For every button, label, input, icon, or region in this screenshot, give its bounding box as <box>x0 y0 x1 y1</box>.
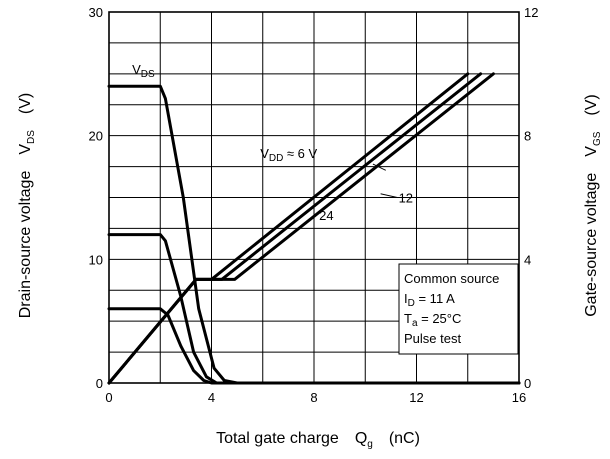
y-left-tick-label: 30 <box>89 5 103 20</box>
conditions-box-frame <box>398 263 519 355</box>
annotation-12: 12 <box>399 190 413 205</box>
conditions-line: Pulse test <box>404 331 461 346</box>
y-left-tick-label: 0 <box>96 376 103 391</box>
annotation-vds: VDS <box>132 62 155 80</box>
y-left-tick-label: 10 <box>89 252 103 267</box>
annotation-leader-line <box>372 163 386 171</box>
x-tick-label: 16 <box>512 390 526 405</box>
conditions-line: Common source <box>404 271 499 286</box>
series-line-6-right <box>107 72 495 385</box>
series-group <box>107 72 521 385</box>
axis-titles: Total gate charge Qg (nC) Drain-source vo… <box>17 93 603 450</box>
annotation-leaders <box>372 163 398 198</box>
y-right-axis-title: Gate-source voltage VGS (V) <box>583 94 603 317</box>
conditions-line: ID = 11 A <box>404 291 455 309</box>
y-right-tick-label: 12 <box>524 5 538 20</box>
conditions-box: Common source ID = 11 A Ta = 25°C Pulse tes… <box>398 263 519 355</box>
y-right-tick-label: 4 <box>524 252 531 267</box>
annotations: VDS VDD ≈ 6 V 12 24 <box>132 62 413 223</box>
x-tick-label: 0 <box>105 390 112 405</box>
x-tick-label: 12 <box>409 390 423 405</box>
y-right-tick-label: 0 <box>524 376 531 391</box>
y-left-axis-title: Drain-source voltage VDS (V) <box>17 93 37 319</box>
conditions-line: Ta = 25°C <box>404 311 461 329</box>
y-right-tick-label: 8 <box>524 129 531 144</box>
x-tick-label: 4 <box>208 390 215 405</box>
plot-frame <box>108 11 520 384</box>
annotation-vdd-6-v: VDD ≈ 6 V <box>260 146 317 164</box>
y-left-tick-label: 20 <box>89 129 103 144</box>
x-axis-title: Total gate charge Qg (nC) <box>216 430 420 450</box>
annotation-24: 24 <box>319 208 333 223</box>
annotation-leader-line <box>380 193 398 198</box>
x-tick-label: 8 <box>310 390 317 405</box>
